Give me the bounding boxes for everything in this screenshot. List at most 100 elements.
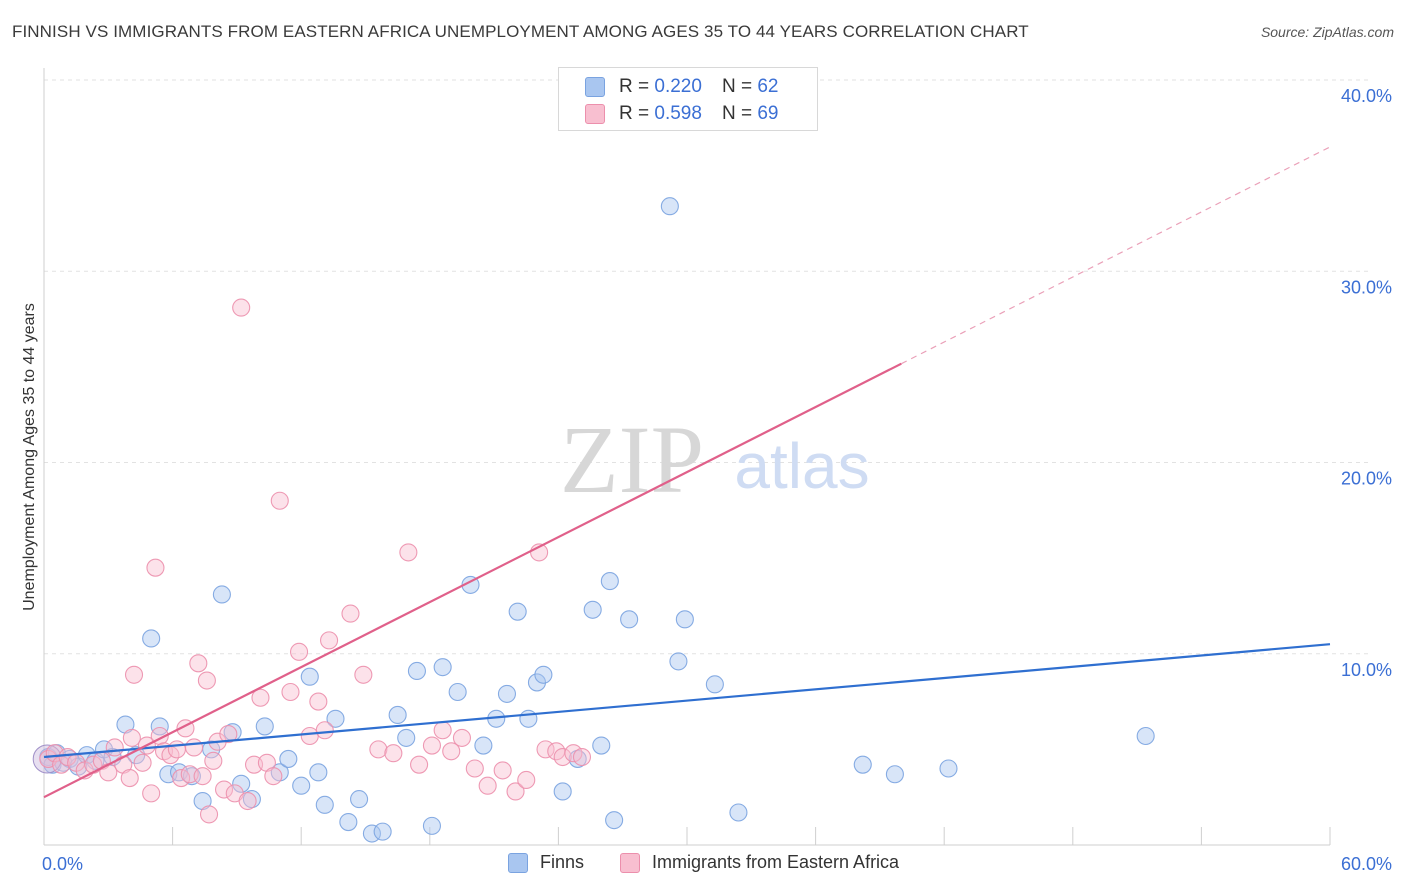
immigrants-point — [369, 740, 388, 759]
immigrants-point — [142, 784, 161, 803]
finns-point — [315, 795, 334, 814]
finns-point — [279, 749, 298, 768]
immigrants-point — [122, 728, 141, 747]
y-tick-label: 20.0% — [1341, 469, 1392, 489]
finns-point — [497, 684, 517, 703]
finns-point — [519, 709, 538, 728]
immigrants-point — [442, 742, 461, 761]
finns-point — [675, 610, 694, 629]
finns-point — [142, 629, 161, 648]
source-label: Source: ZipAtlas.com — [1260, 24, 1394, 40]
immigrants-point — [422, 736, 441, 755]
finns-n-label: N = — [721, 76, 753, 97]
axes — [43, 68, 1331, 846]
finns-point — [397, 728, 416, 747]
immigrants-trend-line — [43, 362, 902, 799]
bottom-legend-immigrants[interactable]: Immigrants from Eastern Africa — [620, 852, 899, 873]
immigrants-point — [133, 753, 152, 772]
trend-lines — [43, 146, 1331, 799]
finns-point — [553, 782, 572, 801]
finns-point — [660, 197, 679, 216]
finns-point — [474, 736, 493, 755]
finns-point — [592, 736, 611, 755]
watermark-atlas: atlas — [734, 430, 869, 502]
immigrants-point — [384, 744, 403, 763]
y-tick-label: 30.0% — [1341, 277, 1392, 297]
gridlines — [44, 79, 1370, 655]
legend-row-immigrants: R = 0.598 N = 69 — [585, 101, 778, 127]
immigrants-point — [251, 688, 270, 707]
legend-row-finns: R = 0.220 N = 62 — [585, 74, 778, 100]
finns-point — [212, 585, 231, 604]
immigrants-point — [204, 751, 223, 770]
finns-legend-label: Finns — [540, 852, 585, 872]
immigrants-point — [167, 740, 186, 759]
immigrants-n-label: N = — [721, 103, 753, 124]
immigrants-point — [199, 805, 219, 824]
finns-point — [407, 661, 426, 681]
immigrants-point — [146, 558, 165, 577]
immigrants-point — [493, 761, 512, 780]
immigrants-point — [290, 642, 309, 661]
immigrants-point — [410, 755, 429, 774]
immigrants-point — [354, 665, 373, 684]
immigrants-point — [172, 769, 191, 788]
x-tick-label: 0.0% — [42, 854, 83, 874]
immigrants-point — [553, 747, 572, 767]
finns-trend-line — [43, 643, 1331, 759]
immigrants-point — [478, 776, 497, 795]
immigrants-point — [506, 782, 525, 801]
bottom-legend-finns[interactable]: Finns — [508, 852, 584, 873]
immigrants-point — [465, 759, 484, 778]
immigrants-point — [214, 780, 234, 799]
finns-points — [32, 197, 1155, 843]
finns-point — [339, 812, 358, 832]
finns-legend-swatch — [508, 852, 528, 873]
finns-point — [939, 759, 958, 778]
y-tick-label: 40.0% — [1341, 86, 1392, 106]
finns-point — [853, 755, 872, 774]
immigrants-point — [99, 763, 118, 782]
immigrants-point — [189, 654, 208, 673]
y-tick-label: 10.0% — [1341, 660, 1392, 680]
immigrants-n-value: 69 — [757, 103, 779, 124]
immigrants-point — [270, 491, 289, 510]
immigrants-point — [309, 692, 328, 711]
finns-point — [433, 658, 452, 677]
chart-title: FINNISH VS IMMIGRANTS FROM EASTERN AFRIC… — [12, 22, 1029, 41]
immigrants-point — [341, 604, 360, 623]
watermark-zip: ZIP — [560, 406, 704, 513]
immigrants-point — [105, 738, 124, 757]
immigrants-points — [39, 298, 592, 824]
finns-point — [705, 675, 724, 694]
finns-point — [350, 790, 369, 809]
finns-point — [605, 811, 624, 830]
immigrants-point — [232, 298, 251, 317]
immigrants-point — [564, 744, 583, 763]
immigrants-point — [197, 671, 216, 690]
immigrants-point — [452, 728, 472, 747]
finns-swatch — [585, 77, 605, 97]
finns-point — [292, 776, 311, 795]
finns-point — [232, 774, 251, 793]
immigrants-point — [399, 543, 418, 562]
finns-point — [620, 610, 639, 629]
finns-point — [373, 822, 392, 841]
immigrants-swatch — [585, 104, 605, 124]
finns-point — [534, 665, 553, 684]
finns-point — [583, 600, 602, 619]
finns-point — [600, 572, 619, 591]
finns-point — [388, 705, 407, 725]
immigrants-point — [264, 767, 283, 786]
immigrants-point — [572, 747, 592, 767]
immigrants-trend-extension — [901, 146, 1331, 365]
immigrants-r-label: R = — [619, 103, 650, 124]
finns-point — [309, 763, 328, 782]
finns-n-value: 62 — [757, 76, 779, 97]
immigrants-point — [315, 721, 334, 740]
finns-point — [729, 803, 748, 822]
finns-point — [508, 602, 527, 621]
immigrants-point — [281, 682, 300, 702]
immigrants-point — [120, 769, 139, 788]
